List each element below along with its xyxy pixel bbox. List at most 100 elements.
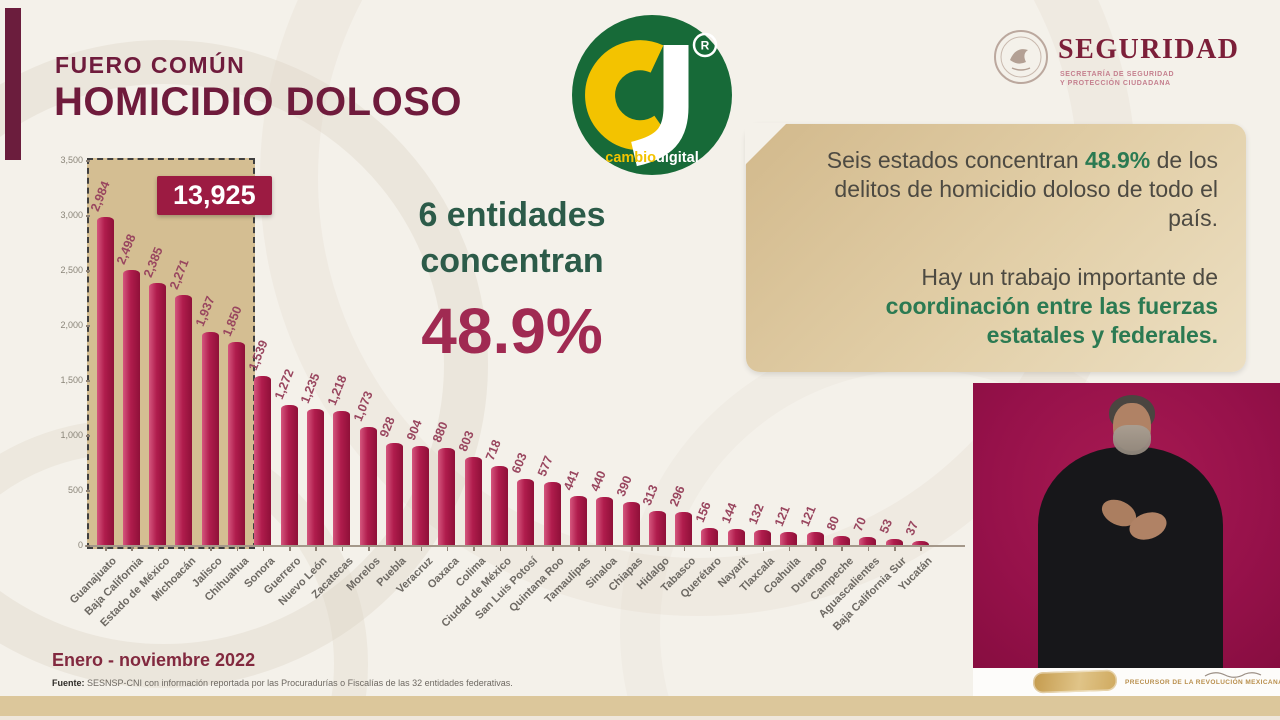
x-axis-tick [341,547,344,551]
bar [859,537,877,545]
interpreter-body [1038,447,1223,668]
bar [333,411,351,545]
bar [254,375,272,545]
x-axis-tick [157,547,160,551]
bar [596,496,614,545]
bar [648,510,666,545]
bar [517,478,535,545]
y-axis-tick [86,160,90,162]
bar [885,539,903,545]
x-axis-tick [578,547,580,551]
bar [201,331,219,545]
bar [491,466,508,545]
svg-text:R: R [701,39,710,53]
highlight-total-callout: 13,925 [157,176,272,215]
statement-line-1: 6 entidades [418,196,606,234]
seguridad-wordmark: SEGURIDAD [1058,34,1240,65]
bar [569,496,587,545]
x-axis-tick [841,547,843,551]
x-axis-tick [131,547,133,551]
y-axis-label: 500 [67,485,83,495]
bar-value-label: 1,272 [272,367,297,402]
info-box-text: Seis estados concentran 48.9% de los del… [798,146,1218,350]
x-axis-tick [920,547,922,551]
left-accent-bar [5,8,21,160]
x-axis-tick [525,547,528,551]
bar [122,270,140,545]
bar [780,531,798,545]
cambiodigital-logo: R cambiodigital [572,15,732,175]
bar-value-label: 144 [719,500,740,526]
y-axis-tick [86,490,90,492]
bar-value-label: 1,218 [324,373,350,408]
x-axis-tick [262,547,265,551]
x-axis-tick [446,547,449,551]
bar-value-label: 577 [535,453,556,478]
interpreter-beard [1113,425,1151,455]
y-axis-tick [86,270,90,272]
gold-emblem-icon [1032,669,1118,694]
bar [701,527,719,545]
slide-kicker: FUERO COMÚN [55,52,246,78]
bar [832,536,850,545]
bar-value-label: 121 [771,503,793,529]
x-axis-tick [709,547,712,551]
signature-flourish-icon [1204,672,1262,678]
x-axis-tick [631,547,633,551]
y-axis-tick [86,545,90,547]
bar [280,405,298,545]
seguridad-logo: SEGURIDAD SECRETARÍA DE SEGURIDAD Y PROT… [992,26,1262,96]
x-axis-line [85,545,965,547]
bar-value-label: 53 [876,517,896,536]
bottom-edge-strip [0,716,1280,720]
bar [306,409,324,545]
bar-value-label: 80 [824,514,843,533]
x-axis-tick [894,547,896,551]
bar-value-label: 156 [692,499,714,525]
bar [385,442,403,545]
x-axis-tick [815,547,817,551]
interpreter-video-inset [973,383,1280,668]
banner-caption: PRECURSOR DE LA REVOLUCIÓN MEXICANA [1125,679,1280,686]
x-axis-tick [552,547,554,551]
x-axis-tick [315,547,317,551]
info-box-corner-notch [745,123,787,165]
bar-value-label: 718 [482,437,504,463]
x-axis-tick [368,547,370,551]
x-axis-tick [105,547,107,551]
bar [228,341,245,545]
svg-text:cambiodigital: cambiodigital [605,150,698,166]
x-axis-tick [394,547,396,551]
x-axis-tick [210,547,212,551]
eagle-seal-icon [994,30,1048,84]
bar-value-label: 1,235 [298,371,324,406]
cambiodigital-logo-icon: R cambiodigital [572,15,732,175]
government-banner-strip: PRECURSOR DE LA REVOLUCIÓN MEXICANA [973,668,1280,696]
statement-line-2: concentran [420,242,604,280]
x-axis-tick [289,547,291,551]
bar-value-label: 121 [798,503,819,529]
highlight-region [87,158,255,549]
y-axis-tick [86,325,90,327]
page-title: HOMICIDIO DOLOSO [54,80,462,124]
bar [149,282,167,545]
statement-percent: 48.9% [421,295,603,367]
seguridad-subtitle: SECRETARÍA DE SEGURIDAD Y PROTECCIÓN CIU… [1060,71,1175,87]
bar [96,216,114,545]
bar-value-label: 313 [640,482,662,507]
y-axis-label: 2,000 [60,320,83,330]
x-axis-tick [788,547,791,551]
bar-chart: 13,925 0 500 1,000 1,500 2,000 2,500 3,000 3,50… [45,150,980,665]
bar [727,529,745,545]
bar-value-label: 296 [666,484,688,509]
bar-value-label: 37 [903,519,922,538]
bar [806,531,824,545]
y-axis-label: 2,500 [60,265,83,275]
bar-value-label: 1,073 [350,389,376,424]
bar [911,540,929,545]
x-axis-tick [499,547,501,551]
x-axis-tick [736,547,738,551]
y-axis-label: 1,500 [60,375,83,385]
x-axis-tick [867,547,870,551]
